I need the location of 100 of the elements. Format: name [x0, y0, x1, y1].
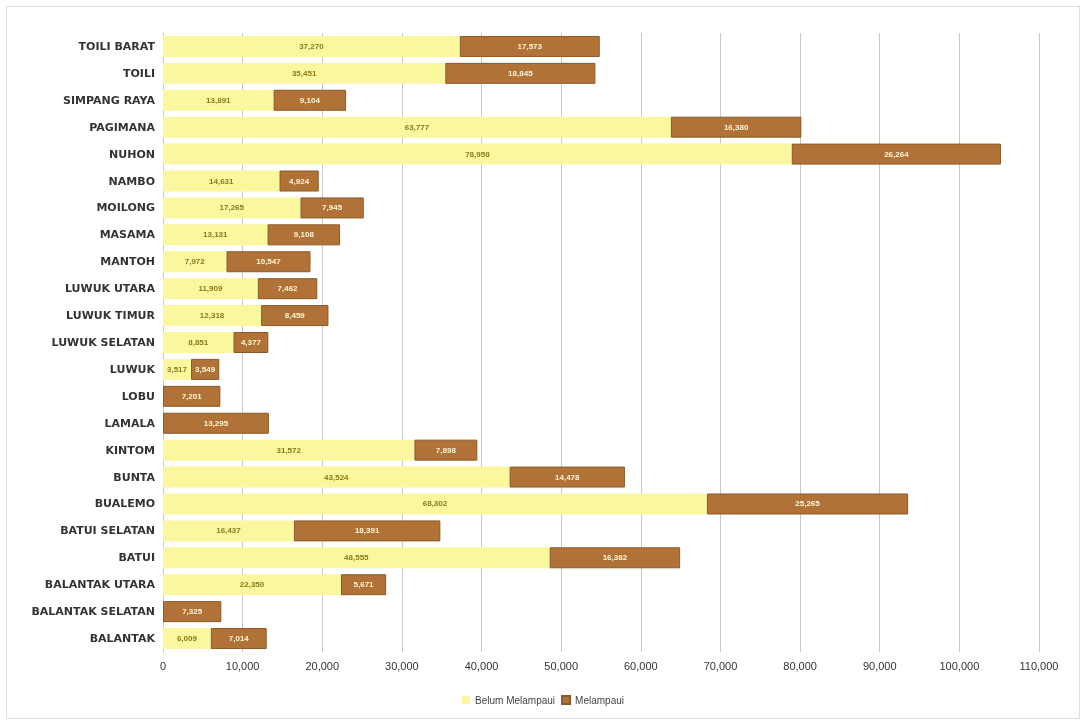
- y-tick-label: PAGIMANA: [89, 120, 156, 134]
- bar: [163, 62, 446, 84]
- y-tick-label: NUHON: [109, 147, 155, 161]
- x-tick-label: 30,000: [385, 659, 419, 672]
- x-tick-label: 10,000: [225, 659, 260, 672]
- bar: [163, 493, 707, 515]
- bar: [163, 332, 234, 353]
- y-tick-label: BATUI SELATAN: [60, 524, 155, 538]
- bar: [163, 224, 268, 246]
- x-tick-label: 70,000: [703, 659, 738, 672]
- data-label: 6,009: [176, 634, 198, 644]
- y-tick-label: KINTOM: [105, 443, 155, 457]
- x-tick-label: 100,000: [939, 659, 980, 672]
- x-tick-label: 50,000: [544, 659, 579, 672]
- data-label: 7,325: [182, 607, 203, 617]
- bar: [267, 224, 341, 246]
- bar: [706, 493, 909, 515]
- bar: [163, 35, 460, 57]
- data-label: 43,524: [324, 472, 350, 482]
- y-tick-label: SIMPANG RAYA: [63, 93, 156, 107]
- y-tick-label: MASAMA: [99, 228, 156, 242]
- bar: [261, 305, 329, 327]
- bar: [273, 89, 347, 111]
- y-tick-label: TOILI: [122, 66, 155, 80]
- x-tick-label: 80,000: [783, 659, 817, 672]
- bar: [279, 170, 319, 192]
- bar: [163, 601, 222, 623]
- bar: [226, 251, 311, 273]
- data-label: 14,631: [209, 176, 235, 186]
- data-label: 4,377: [240, 338, 262, 347]
- bar: [414, 439, 478, 461]
- data-label: 26,264: [884, 149, 910, 159]
- y-tick-label: BALANTAK: [89, 632, 156, 646]
- data-label: 18,845: [508, 68, 534, 78]
- y-tick-label: BUALEMO: [94, 497, 155, 511]
- data-label: 7,972: [184, 257, 206, 267]
- x-tick-label: 40,000: [464, 659, 499, 672]
- data-label: 31,572: [276, 445, 302, 455]
- data-label: 17,573: [517, 41, 543, 51]
- data-label: 7,201: [181, 391, 203, 401]
- data-label: 16,382: [602, 553, 628, 563]
- y-tick-label: BALANTAK SELATAN: [31, 605, 155, 619]
- data-label: 22,350: [239, 580, 265, 590]
- data-label: 68,302: [422, 499, 448, 509]
- data-label: 13,295: [203, 418, 229, 428]
- bar: [163, 143, 792, 165]
- legend-label: Belum Melampaui: [475, 694, 556, 706]
- data-label: 7,945: [322, 203, 343, 213]
- data-label: 9,108: [293, 230, 315, 240]
- data-label: 16,437: [216, 526, 242, 536]
- y-tick-label: MANTOH: [100, 255, 155, 269]
- data-label: 35,451: [291, 68, 317, 78]
- bar: [163, 89, 274, 111]
- data-label: 12,318: [199, 311, 225, 321]
- y-tick-label: BALANTAK UTARA: [44, 578, 156, 592]
- bar: [163, 520, 294, 542]
- bar: [163, 385, 221, 407]
- data-label: 63,777: [404, 122, 430, 132]
- bar: [300, 197, 364, 219]
- bar: [163, 116, 671, 138]
- legend-label: Melampaui: [575, 694, 624, 706]
- bar: [340, 574, 387, 596]
- x-tick-label: 90,000: [862, 659, 897, 672]
- bar: [445, 62, 596, 84]
- bar: [233, 332, 269, 353]
- data-label: 14,478: [555, 472, 581, 482]
- bar: [509, 466, 625, 488]
- bar: [163, 278, 258, 300]
- y-tick-label: NAMBO: [108, 174, 155, 188]
- data-label: 13,131: [203, 230, 229, 240]
- data-label: 48,555: [344, 553, 370, 563]
- data-label: 5,671: [353, 580, 375, 590]
- data-label: 16,380: [723, 122, 749, 132]
- bar: [163, 197, 301, 219]
- data-label: 7,898: [435, 445, 457, 455]
- y-tick-label: LUWUK SELATAN: [51, 336, 155, 349]
- bar: [293, 520, 441, 542]
- bar: [163, 305, 262, 327]
- data-label: 8,459: [284, 311, 306, 321]
- y-tick-label: BATUI: [118, 551, 155, 565]
- y-tick-label: LUWUK: [109, 362, 156, 376]
- bar: [459, 35, 600, 57]
- bar: [163, 251, 227, 273]
- y-tick-label: LUWUK UTARA: [64, 282, 156, 296]
- x-tick-label: 0: [159, 659, 167, 672]
- data-label: 18,391: [354, 526, 380, 536]
- bar: [163, 466, 510, 488]
- bar: [791, 143, 1001, 165]
- y-tick-label: TOILI BARAT: [78, 39, 156, 53]
- bar: [163, 170, 280, 192]
- y-tick-label: LOBU: [121, 389, 155, 403]
- data-label: 4,924: [289, 176, 310, 186]
- data-label: 78,958: [465, 149, 491, 159]
- y-tick-label: LAMALA: [104, 416, 156, 430]
- y-tick-label: LUWUK TIMUR: [66, 309, 156, 323]
- x-tick-label: 110,000: [1019, 659, 1059, 672]
- y-tick-label: BUNTA: [113, 470, 156, 484]
- bar: [257, 278, 318, 300]
- data-label: 9,104: [299, 95, 321, 105]
- bar: [549, 547, 681, 569]
